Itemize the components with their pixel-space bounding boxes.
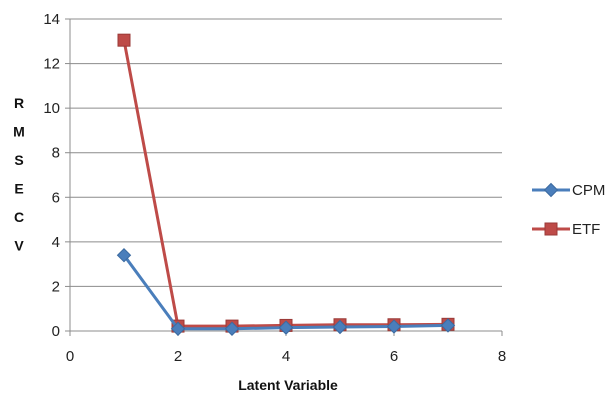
- x-tick-label: 0: [66, 348, 74, 365]
- y-tick-label: 4: [52, 234, 60, 251]
- x-axis-label: Latent Variable: [238, 377, 338, 393]
- series-cpm: [116, 248, 456, 336]
- y-tick-label: 8: [52, 145, 60, 162]
- data-point-etf: [117, 33, 131, 47]
- y-tick-label: 6: [52, 189, 60, 206]
- legend-label-cpm: CPM: [572, 182, 605, 199]
- axes: [65, 18, 503, 336]
- data-point-cpm: [278, 320, 294, 335]
- y-axis-label-letter: V: [14, 238, 24, 254]
- legend: CPM ETF: [532, 182, 605, 238]
- x-tick-label: 4: [282, 348, 290, 365]
- x-tick-labels: 0 2 4 6 8: [66, 348, 506, 365]
- gridlines: [70, 18, 502, 287]
- x-tick-label: 2: [174, 348, 182, 365]
- data-point-cpm: [332, 319, 348, 335]
- legend-item-cpm: CPM: [532, 182, 605, 199]
- y-axis-label-letter: C: [14, 209, 24, 225]
- data-point-cpm: [116, 248, 132, 263]
- y-axis-label-letter: M: [13, 124, 25, 140]
- legend-item-etf: ETF: [532, 221, 600, 238]
- x-tick-label: 8: [498, 348, 506, 365]
- y-axis-label-letter: E: [14, 181, 23, 197]
- legend-marker-cpm: [543, 182, 559, 198]
- y-axis-label-letter: R: [14, 95, 24, 111]
- data-point-cpm: [386, 319, 402, 334]
- y-tick-label: 12: [43, 56, 60, 73]
- data-point-cpm: [170, 321, 186, 336]
- series-etf: [117, 33, 455, 333]
- data-point-cpm: [224, 321, 240, 336]
- y-tick-label: 2: [52, 278, 60, 295]
- x-tick-label: 6: [390, 348, 398, 365]
- y-tick-labels: 0 2 4 6 8 10 12 14: [43, 11, 60, 340]
- series-group: [116, 33, 456, 336]
- y-axis-label-letter: S: [14, 152, 23, 168]
- series-line-etf: [122, 39, 449, 328]
- legend-marker-etf: [544, 222, 558, 236]
- y-tick-label: 14: [43, 11, 60, 28]
- y-tick-label: 10: [43, 100, 60, 117]
- data-point-cpm: [440, 318, 456, 333]
- legend-label-etf: ETF: [572, 221, 600, 238]
- y-tick-label: 0: [52, 323, 60, 340]
